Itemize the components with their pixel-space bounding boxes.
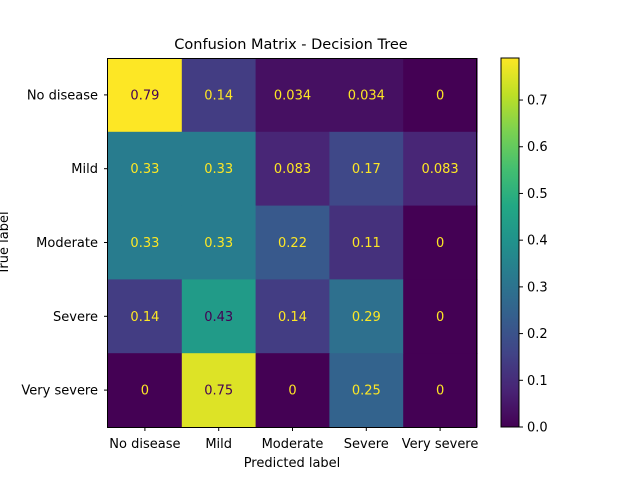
colorbar-tick-label: 0.1 (527, 374, 548, 389)
cell-value-label: 0.17 (352, 162, 381, 177)
heatmap-cell (181, 353, 257, 428)
cell-value-label: 0.11 (352, 236, 381, 251)
cell-value-label: 0.43 (204, 310, 233, 325)
x-tick-label: No disease (109, 437, 180, 452)
y-tick-label: Severe (53, 310, 98, 325)
heatmap-cell-labels: 0.79 0.14 0.034 0.034 0 0.33 0.33 0.083 0.17 0.08… (130, 88, 458, 398)
cell-value-label: 0.33 (204, 162, 233, 177)
heatmap-cell (255, 131, 330, 207)
colorbar-tick-label: 0.4 (527, 234, 548, 249)
heatmap-cell (255, 353, 330, 428)
y-tick-label: Mild (71, 162, 98, 177)
heatmap-cell (181, 131, 257, 207)
heatmap-cell (108, 205, 183, 280)
colorbar (500, 57, 520, 428)
colorbar-tick-label: 0.6 (527, 140, 548, 155)
heatmap-cells (108, 58, 478, 428)
cell-value-label: 0.083 (274, 162, 311, 177)
chart-title: Confusion Matrix - Decision Tree (174, 37, 407, 53)
cell-value-label: 0.14 (130, 310, 159, 325)
heatmap-cell (403, 353, 478, 428)
x-tick-label: Moderate (262, 437, 324, 452)
heatmap-cell (181, 279, 257, 354)
heatmap-cell (403, 279, 478, 354)
heatmap-cell (108, 131, 183, 207)
x-tick-label: Mild (205, 437, 232, 452)
cell-value-label: 0.034 (348, 88, 385, 103)
heatmap-cell (255, 205, 330, 280)
cell-value-label: 0.034 (274, 88, 311, 103)
heatmap-cell (108, 58, 183, 133)
cell-value-label: 0.14 (278, 310, 307, 325)
cell-value-label: 0.29 (352, 310, 381, 325)
heatmap-cell (403, 131, 478, 207)
x-axis-ticks: No disease Mild Moderate Severe Very severe (109, 427, 478, 452)
y-axis-label: True label (0, 211, 12, 275)
heatmap-cell (108, 353, 183, 428)
x-axis-label: Predicted label (244, 456, 341, 471)
cell-value-label: 0 (436, 384, 444, 399)
cell-value-label: 0.33 (130, 236, 159, 251)
cell-value-label: 0.22 (278, 236, 307, 251)
heatmap-cell (255, 58, 330, 133)
y-tick-label: No disease (27, 88, 98, 103)
colorbar-ticks: 0.0 0.1 0.2 0.3 0.4 0.5 0.6 0.7 (519, 94, 548, 436)
heatmap-cell (181, 205, 257, 280)
heatmap-cell (329, 58, 404, 133)
colorbar-tick-label: 0.2 (527, 327, 548, 342)
cell-value-label: 0.33 (204, 236, 233, 251)
colorbar-tick-label: 0.5 (527, 187, 548, 202)
cell-value-label: 0.75 (204, 384, 233, 399)
cell-value-label: 0 (436, 310, 444, 325)
cell-value-label: 0.79 (130, 88, 159, 103)
heatmap-cell (108, 279, 183, 354)
x-tick-label: Severe (344, 437, 389, 452)
heatmap-cell (403, 205, 478, 280)
heatmap-cell (329, 353, 404, 428)
colorbar-tick-label: 0.0 (527, 421, 548, 436)
cell-value-label: 0 (436, 236, 444, 251)
y-tick-label: Very severe (21, 384, 98, 399)
x-tick-label: Very severe (402, 437, 479, 452)
heatmap-cell (255, 279, 330, 354)
y-axis-ticks: No disease Mild Moderate Severe Very severe (21, 88, 108, 399)
colorbar-tick-label: 0.7 (527, 94, 548, 109)
y-tick-label: Moderate (36, 236, 98, 251)
heatmap-cell (329, 279, 404, 354)
cell-value-label: 0.083 (421, 162, 458, 177)
cell-value-label: 0.25 (352, 384, 381, 399)
cell-value-label: 0 (436, 88, 444, 103)
cell-value-label: 0.33 (130, 162, 159, 177)
cell-value-label: 0.14 (204, 88, 233, 103)
heatmap-cell (181, 58, 257, 133)
heatmap-cell (329, 131, 404, 207)
cell-value-label: 0 (288, 384, 296, 399)
colorbar-tick-label: 0.3 (527, 280, 548, 295)
heatmap-cell (403, 58, 478, 133)
cell-value-label: 0 (141, 384, 149, 399)
heatmap-cell (329, 205, 404, 280)
